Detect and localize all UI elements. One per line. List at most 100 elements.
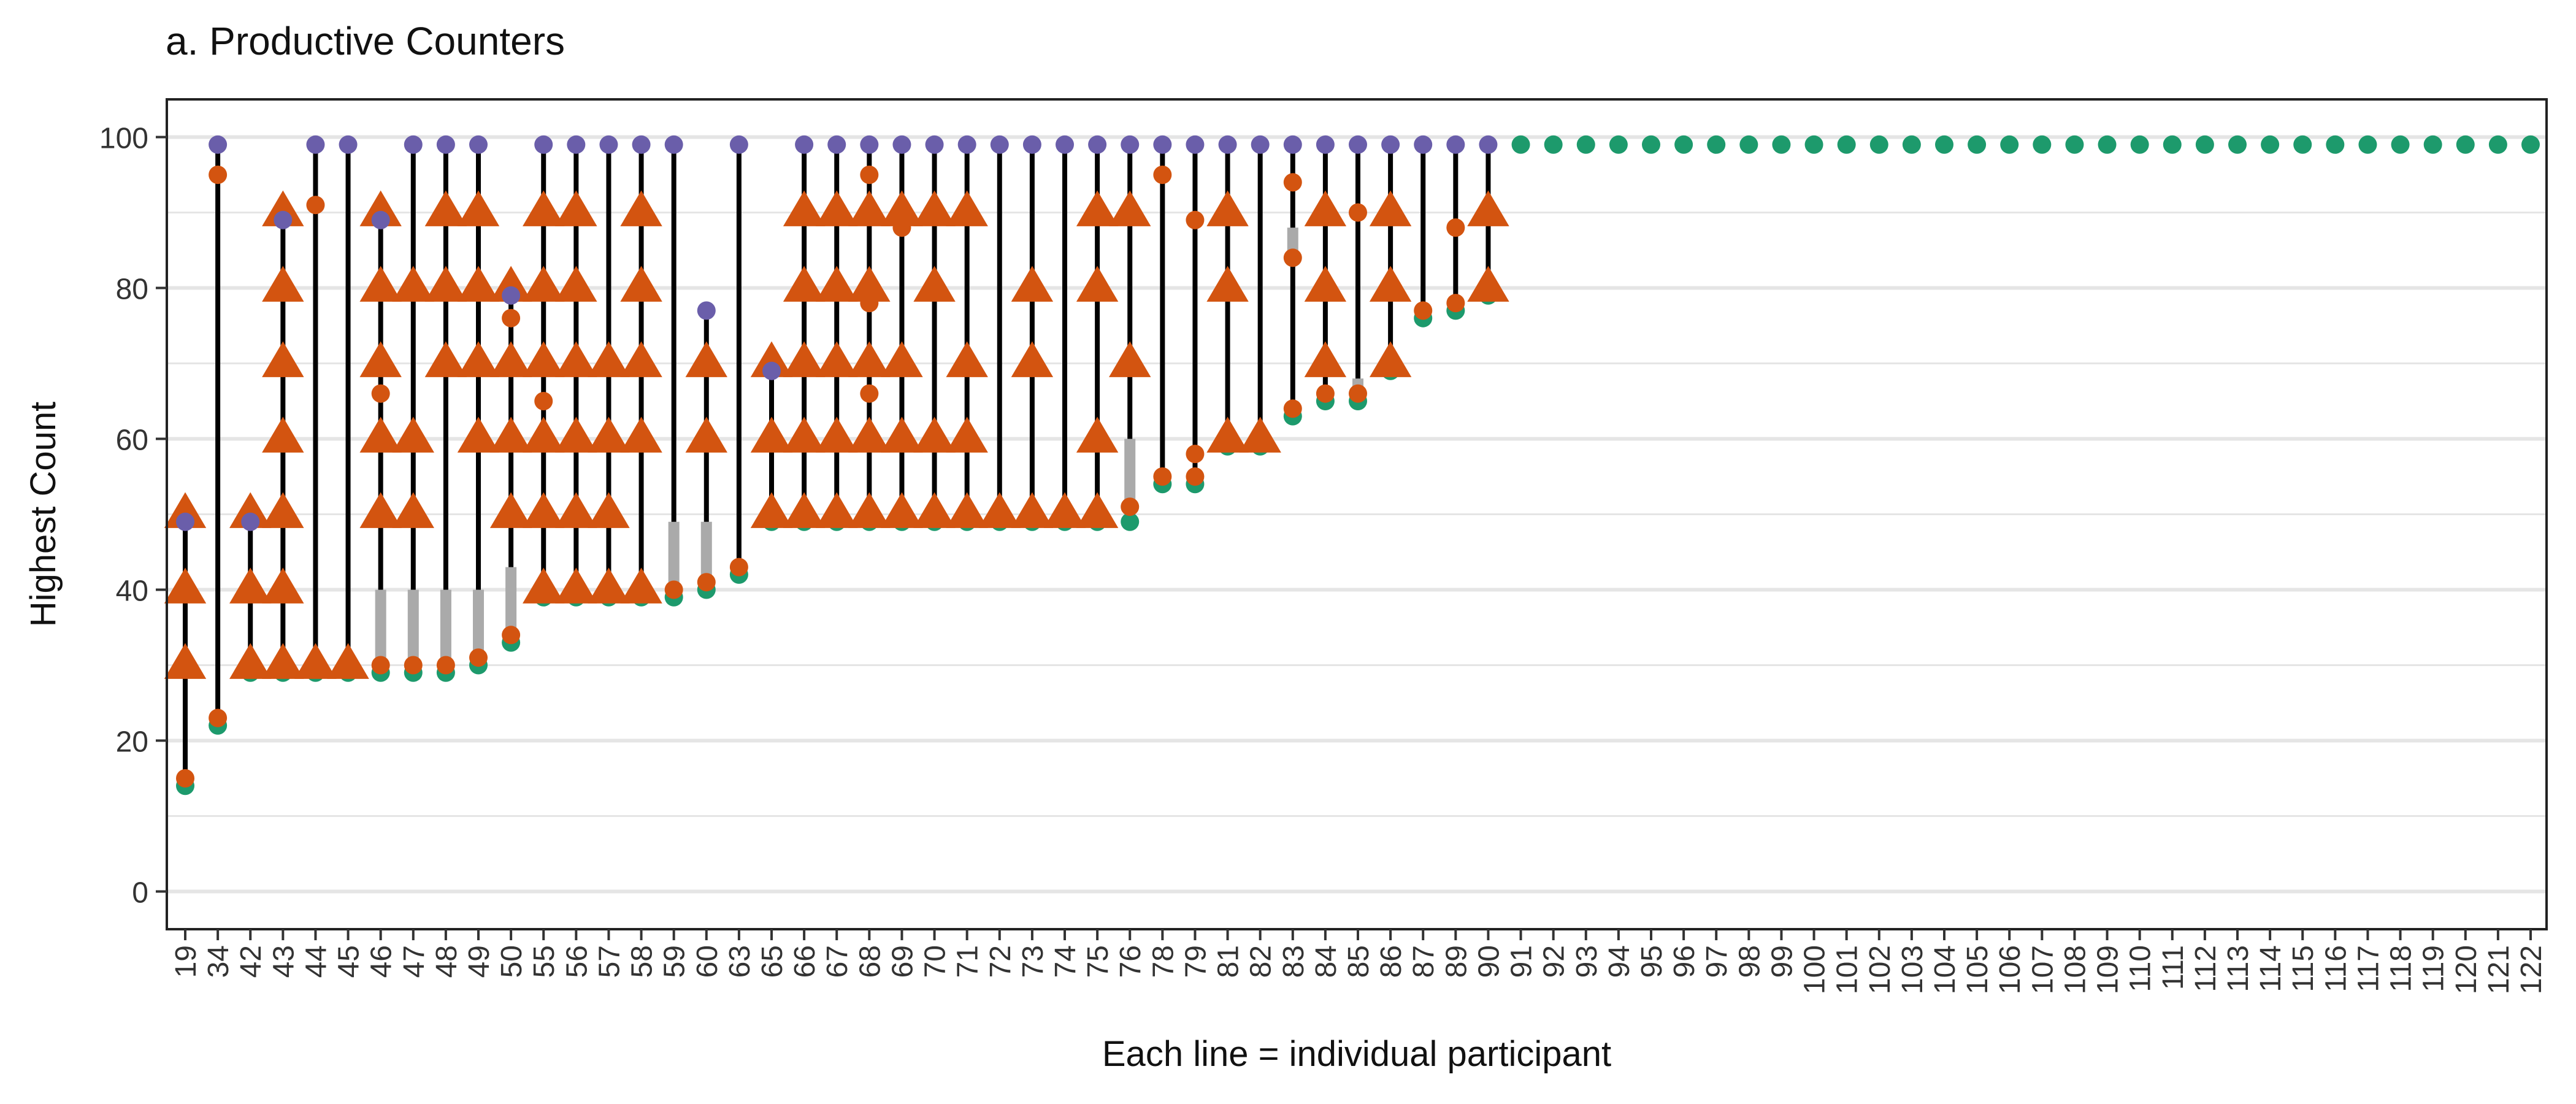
orange-triangle <box>457 266 500 302</box>
plot-area <box>164 135 2540 795</box>
orange-triangle <box>1011 341 1054 377</box>
purple-point <box>860 135 879 154</box>
orange-triangle <box>620 416 662 453</box>
x-tick-label: 113 <box>2222 945 2255 992</box>
green-point <box>1674 135 1693 154</box>
orange-triangle <box>620 190 662 226</box>
orange-triangle <box>229 567 272 604</box>
green-point <box>2293 135 2312 154</box>
participant-91 <box>1511 135 1530 154</box>
orange-triangle <box>978 492 1021 528</box>
participant-74 <box>1043 135 1086 531</box>
participant-55 <box>523 135 565 607</box>
purple-point <box>176 512 194 531</box>
orange-triangle <box>523 492 565 528</box>
participant-48 <box>424 135 467 682</box>
purple-point <box>436 135 455 154</box>
orange-triangle <box>946 492 988 528</box>
orange-triangle <box>1369 266 1412 302</box>
purple-point <box>1381 135 1400 154</box>
participant-89 <box>1446 135 1465 320</box>
orange-triangle <box>913 492 956 528</box>
x-tick-label: 92 <box>1538 945 1571 978</box>
participant-87 <box>1414 135 1433 328</box>
y-axis-title: Highest Count <box>23 402 63 627</box>
orange-triangle <box>620 266 662 302</box>
x-tick-label: 46 <box>366 945 398 978</box>
participant-86 <box>1369 135 1412 380</box>
participant-103 <box>1902 135 1921 154</box>
participant-93 <box>1576 135 1595 154</box>
orange-point <box>1153 467 1172 486</box>
green-point <box>2456 135 2475 154</box>
participant-68 <box>848 135 891 531</box>
purple-point <box>957 135 976 154</box>
green-point <box>2033 135 2052 154</box>
x-tick-label: 43 <box>267 945 300 978</box>
orange-triangle <box>489 492 532 528</box>
participant-76 <box>1109 135 1151 531</box>
orange-triangle <box>1206 266 1249 302</box>
orange-point <box>1349 203 1367 222</box>
purple-point <box>1414 135 1433 154</box>
x-tick-label: 116 <box>2320 945 2352 992</box>
orange-triangle <box>1076 492 1119 528</box>
participant-57 <box>588 135 630 607</box>
x-tick-label: 50 <box>496 945 528 978</box>
x-tick-label: 89 <box>1440 945 1473 978</box>
participant-47 <box>392 135 434 682</box>
orange-triangle <box>489 416 532 453</box>
orange-triangle <box>392 266 434 302</box>
orange-triangle <box>848 190 891 226</box>
orange-triangle <box>424 341 467 377</box>
x-tick-label: 63 <box>724 945 756 978</box>
orange-triangle <box>424 190 467 226</box>
orange-triangle <box>262 492 304 528</box>
orange-triangle <box>555 492 597 528</box>
participant-84 <box>1304 135 1347 410</box>
x-tick-label: 100 <box>1799 945 1831 994</box>
x-tick-label: 114 <box>2255 945 2287 992</box>
green-point <box>2130 135 2149 154</box>
purple-point <box>729 135 748 154</box>
orange-triangle <box>783 492 826 528</box>
purple-point <box>1121 135 1140 154</box>
purple-point <box>697 301 716 320</box>
green-point <box>1511 135 1530 154</box>
x-tick-label: 87 <box>1408 945 1440 978</box>
orange-triangle <box>588 416 630 453</box>
orange-triangle <box>555 266 597 302</box>
x-tick-label: 86 <box>1375 945 1408 978</box>
orange-triangle <box>913 416 956 453</box>
y-tick-label: 40 <box>116 575 148 608</box>
x-tick-label: 67 <box>821 945 854 978</box>
orange-triangle <box>262 341 304 377</box>
orange-point <box>371 656 390 675</box>
purple-point <box>1022 135 1041 154</box>
orange-triangle <box>523 190 565 226</box>
green-point <box>2228 135 2247 154</box>
orange-triangle <box>1076 416 1119 453</box>
x-tick-label: 84 <box>1310 945 1343 978</box>
orange-point <box>502 309 521 328</box>
purple-point <box>892 135 911 154</box>
purple-point <box>502 286 521 305</box>
y-tick-label: 20 <box>116 726 148 759</box>
green-point <box>2423 135 2442 154</box>
x-axis-title: Each line = individual participant <box>1102 1034 1611 1074</box>
orange-triangle <box>262 266 304 302</box>
orange-triangle <box>783 416 826 453</box>
orange-triangle <box>229 643 272 679</box>
participant-75 <box>1076 135 1119 531</box>
orange-point <box>729 558 748 577</box>
orange-triangle <box>620 341 662 377</box>
participant-50 <box>489 266 532 652</box>
x-tick-label: 112 <box>2190 945 2222 992</box>
green-point <box>1739 135 1758 154</box>
participant-108 <box>2065 135 2084 154</box>
orange-triangle <box>457 416 500 453</box>
orange-point <box>1153 166 1172 184</box>
x-tick-label: 74 <box>1049 945 1082 978</box>
purple-point <box>1479 135 1498 154</box>
orange-point <box>306 196 325 215</box>
